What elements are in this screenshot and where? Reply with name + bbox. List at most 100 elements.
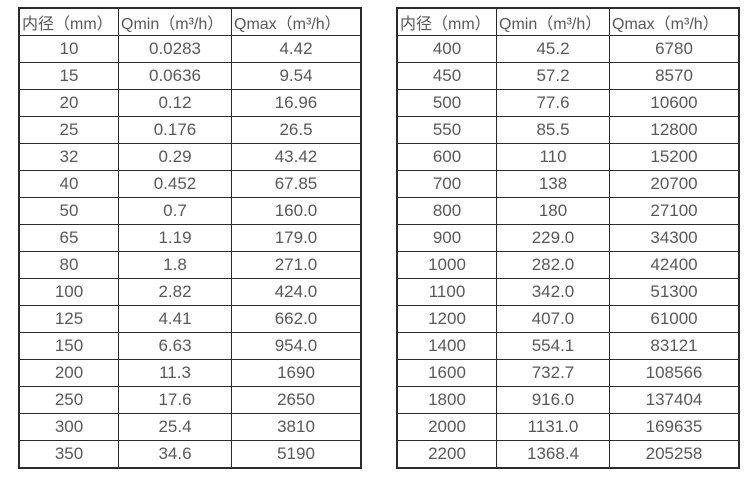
table-cell: 34300 (609, 224, 740, 252)
header-row: 内径（mm） Qmin（m³/h） Qmax（m³/h） (396, 7, 740, 36)
table-row: 10 0.0283 4.42 (18, 35, 362, 63)
flow-table-small-diameters: 内径（mm） Qmin（m³/h） Qmax（m³/h） 10 0.0283 4.42 15… (18, 7, 362, 469)
table-row: 40 0.452 67.85 (18, 170, 362, 198)
table-cell: 250 (18, 386, 119, 414)
table-cell: 100 (18, 278, 119, 306)
table-cell: 300 (18, 413, 119, 441)
table-row: 32 0.29 43.42 (18, 143, 362, 171)
table-cell: 45.2 (496, 35, 610, 63)
table-cell: 83121 (609, 332, 740, 360)
table-cell: 43.42 (231, 143, 362, 171)
table-row: 15 0.0636 9.54 (18, 62, 362, 90)
table-cell: 25 (18, 116, 119, 144)
table-row: 50 0.7 160.0 (18, 197, 362, 225)
column-header: 内径（mm） (18, 7, 119, 36)
table-cell: 0.12 (118, 89, 232, 117)
table-cell: 3810 (231, 413, 362, 441)
column-header: 内径（mm） (396, 7, 497, 36)
table-cell: 0.0283 (118, 35, 232, 63)
table-cell: 205258 (609, 440, 740, 469)
table-cell: 20700 (609, 170, 740, 198)
table-row: 300 25.4 3810 (18, 413, 362, 441)
table-row: 1800 916.0 137404 (396, 386, 740, 414)
table-row: 2000 1131.0 169635 (396, 413, 740, 441)
table-row: 900 229.0 34300 (396, 224, 740, 252)
table-cell: 138 (496, 170, 610, 198)
table-cell: 1.8 (118, 251, 232, 279)
table-row: 80 1.8 271.0 (18, 251, 362, 279)
table-cell: 500 (396, 89, 497, 117)
header-row: 内径（mm） Qmin（m³/h） Qmax（m³/h） (18, 7, 362, 36)
table-cell: 27100 (609, 197, 740, 225)
table-cell: 160.0 (231, 197, 362, 225)
table-cell: 2200 (396, 440, 497, 469)
table-row: 500 77.6 10600 (396, 89, 740, 117)
table-cell: 700 (396, 170, 497, 198)
table-cell: 916.0 (496, 386, 610, 414)
table-cell: 0.0636 (118, 62, 232, 90)
table-row: 1200 407.0 61000 (396, 305, 740, 333)
table-row: 550 85.5 12800 (396, 116, 740, 144)
table-cell: 1800 (396, 386, 497, 414)
table-cell: 9.54 (231, 62, 362, 90)
table-cell: 85.5 (496, 116, 610, 144)
table-cell: 42400 (609, 251, 740, 279)
table-row: 700 138 20700 (396, 170, 740, 198)
table-cell: 11.3 (118, 359, 232, 387)
table-cell: 1131.0 (496, 413, 610, 441)
table-row: 200 11.3 1690 (18, 359, 362, 387)
table-cell: 5190 (231, 440, 362, 469)
table-cell: 0.29 (118, 143, 232, 171)
column-header: Qmin（m³/h） (118, 7, 232, 36)
table-cell: 400 (396, 35, 497, 63)
spec-tables-container: 内径（mm） Qmin（m³/h） Qmax（m³/h） 10 0.0283 4.42 15… (18, 7, 740, 469)
table-cell: 40 (18, 170, 119, 198)
table-cell: 180 (496, 197, 610, 225)
table-cell: 137404 (609, 386, 740, 414)
table-cell: 1.19 (118, 224, 232, 252)
table-cell: 10600 (609, 89, 740, 117)
table-cell: 407.0 (496, 305, 610, 333)
table-row: 1100 342.0 51300 (396, 278, 740, 306)
table-cell: 6.63 (118, 332, 232, 360)
table-cell: 550 (396, 116, 497, 144)
table-row: 1400 554.1 83121 (396, 332, 740, 360)
table-row: 250 17.6 2650 (18, 386, 362, 414)
table-cell: 424.0 (231, 278, 362, 306)
table-cell: 0.7 (118, 197, 232, 225)
table-cell: 51300 (609, 278, 740, 306)
table-cell: 65 (18, 224, 119, 252)
table-row: 1600 732.7 108566 (396, 359, 740, 387)
table-row: 400 45.2 6780 (396, 35, 740, 63)
table-cell: 16.96 (231, 89, 362, 117)
table-cell: 1368.4 (496, 440, 610, 469)
table-cell: 50 (18, 197, 119, 225)
table-row: 800 180 27100 (396, 197, 740, 225)
table-cell: 600 (396, 143, 497, 171)
table-cell: 1400 (396, 332, 497, 360)
table-row: 450 57.2 8570 (396, 62, 740, 90)
table-cell: 15200 (609, 143, 740, 171)
table-cell: 57.2 (496, 62, 610, 90)
table-row: 1000 282.0 42400 (396, 251, 740, 279)
table-cell: 77.6 (496, 89, 610, 117)
table-cell: 26.5 (231, 116, 362, 144)
table-cell: 32 (18, 143, 119, 171)
table-row: 600 110 15200 (396, 143, 740, 171)
table-cell: 15 (18, 62, 119, 90)
table-cell: 342.0 (496, 278, 610, 306)
table-cell: 110 (496, 143, 610, 171)
table-cell: 10 (18, 35, 119, 63)
table-cell: 732.7 (496, 359, 610, 387)
table-cell: 1100 (396, 278, 497, 306)
table-cell: 108566 (609, 359, 740, 387)
table-cell: 179.0 (231, 224, 362, 252)
table-cell: 8570 (609, 62, 740, 90)
table-cell: 34.6 (118, 440, 232, 469)
table-cell: 2.82 (118, 278, 232, 306)
table-cell: 282.0 (496, 251, 610, 279)
table-cell: 800 (396, 197, 497, 225)
table-row: 125 4.41 662.0 (18, 305, 362, 333)
table-cell: 1200 (396, 305, 497, 333)
